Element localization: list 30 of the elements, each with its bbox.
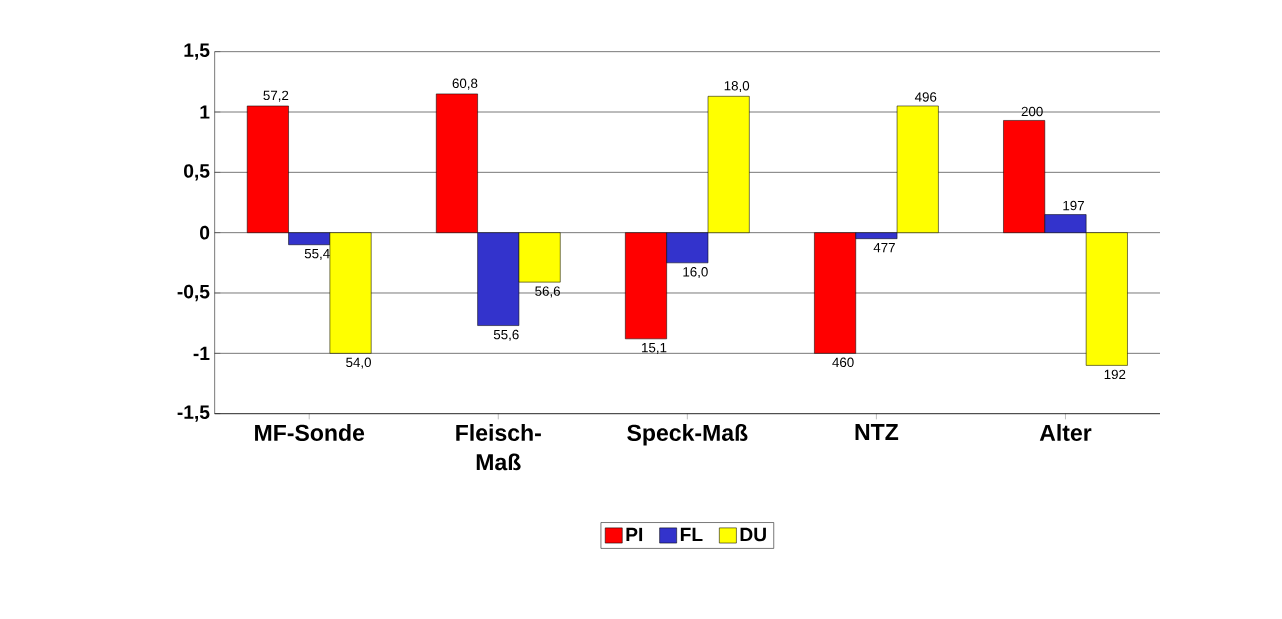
- annotation: 15,1: [642, 343, 667, 355]
- annotation: 56,6: [535, 286, 560, 298]
- x-tick-label: Speck-Maß: [627, 424, 748, 446]
- y-tick-label: 0: [200, 225, 210, 240]
- annotation: 57,2: [263, 90, 289, 102]
- annotation: 200: [1021, 106, 1043, 117]
- annotation: 54,0: [346, 357, 371, 369]
- x-tick-label: Fleisch-Maß: [456, 424, 541, 471]
- y-tick-label: -0,5: [177, 284, 210, 302]
- annotation: 55,4: [304, 248, 330, 260]
- x-tick-label: Alter: [1039, 424, 1092, 441]
- annotation: 192: [1104, 369, 1126, 380]
- legend-label: FL: [680, 527, 703, 542]
- legend-label: DU: [740, 527, 766, 542]
- annotation: 55,6: [493, 329, 519, 341]
- annotation: 460: [832, 357, 854, 368]
- annotation: 18,0: [724, 81, 750, 93]
- annotation: 477: [873, 242, 895, 253]
- x-tick-label: NTZ: [855, 424, 899, 440]
- y-tick-label: 1: [200, 105, 210, 119]
- y-tick-label: 1,5: [184, 43, 210, 60]
- y-tick-label: 0,5: [184, 164, 210, 181]
- annotation: 197: [1063, 200, 1084, 211]
- x-tick-label: MF-Sonde: [255, 424, 365, 441]
- legend-label: PI: [626, 527, 643, 542]
- y-tick-label: -1: [193, 346, 210, 360]
- y-tick-label: -1,5: [177, 405, 210, 422]
- annotation: 496: [914, 92, 937, 102]
- annotation: 16,0: [683, 267, 708, 279]
- annotation: 60,8: [452, 78, 478, 90]
